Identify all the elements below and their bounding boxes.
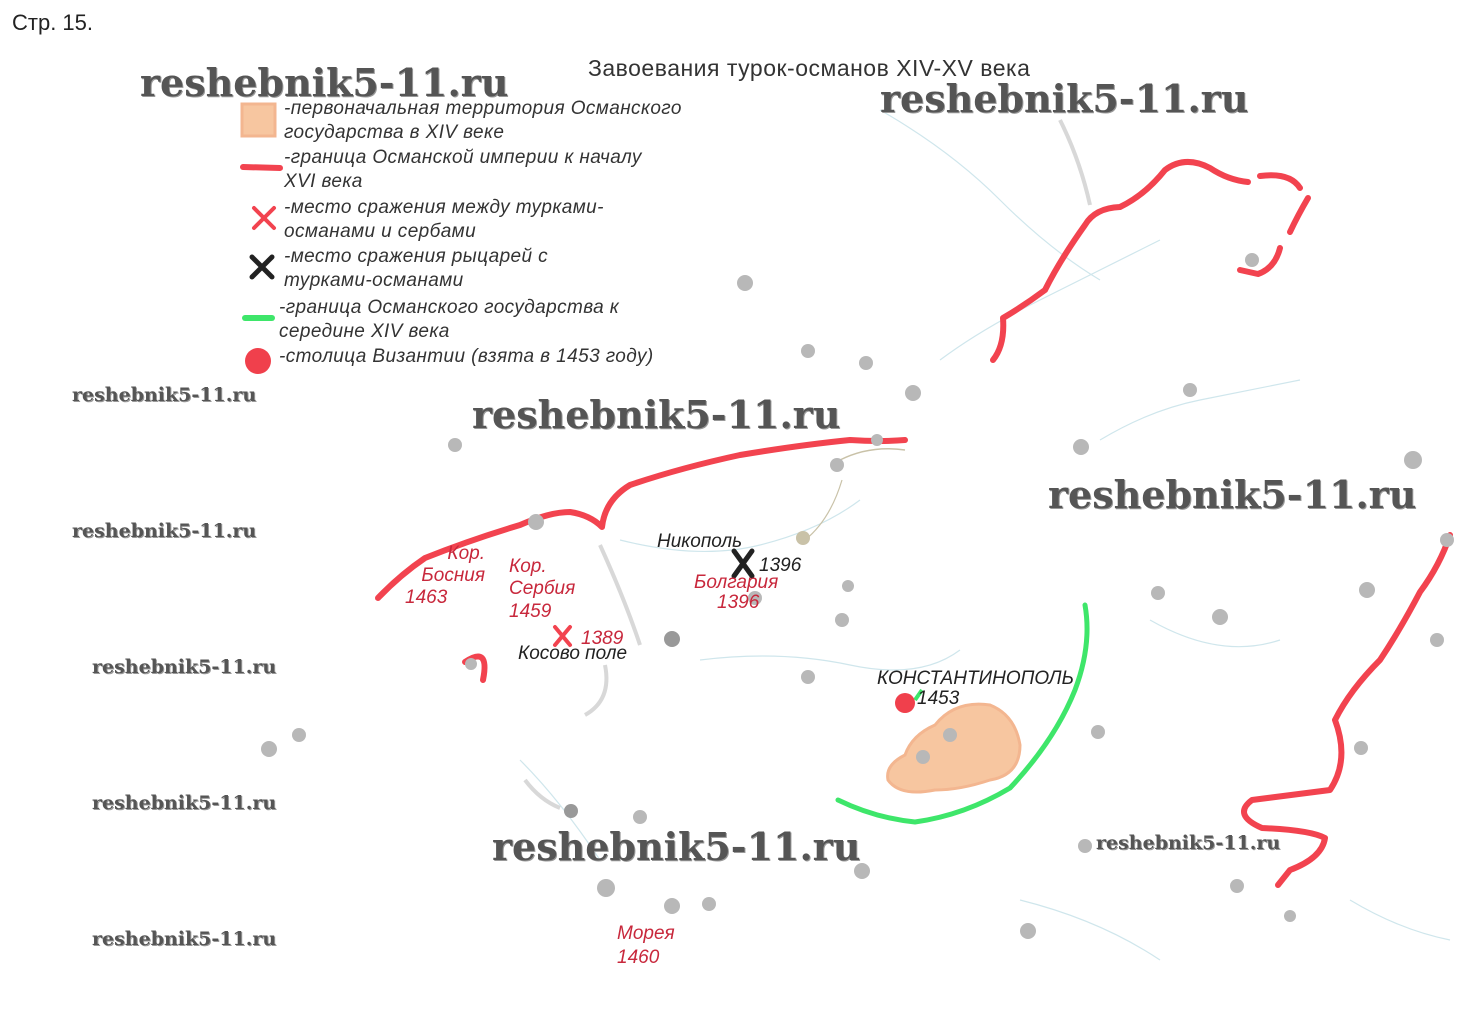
legend-item-state-border: -граница Османского государства к середи… — [279, 297, 620, 342]
gray-roads — [523, 119, 1092, 810]
legend-item-byzantine-capital: -столица Византии (взята в 1453 году) — [279, 346, 654, 367]
watermark: reshebnik5-11.ru — [92, 928, 277, 950]
byzantine-capital-marker — [895, 693, 915, 713]
watermark: reshebnik5-11.ru — [72, 384, 257, 406]
initial-territory — [886, 702, 1022, 794]
watermark: reshebnik5-11.ru — [92, 792, 277, 814]
label-morea-year: 1460 — [617, 947, 660, 968]
watermark: reshebnik5-11.ru — [140, 60, 509, 105]
label-constantinople-year: 1453 — [917, 688, 960, 709]
state-border-14c — [835, 602, 1090, 825]
label-constantinople: КОНСТАНТИНОПОЛЬ — [877, 668, 1074, 689]
label-serbia: Кор. Сербия — [509, 556, 576, 599]
city-dots — [261, 253, 1454, 939]
label-bosnia: Кор. Босния — [421, 543, 485, 586]
legend-item-knights-battle: -место сражения рыцарей с турками-османа… — [284, 246, 549, 291]
watermark: reshebnik5-11.ru — [472, 392, 841, 437]
red-dot-icon — [245, 348, 271, 374]
watermark: reshebnik5-11.ru — [72, 520, 257, 542]
map-title: Завоевания турок-османов XIV-XV века — [588, 55, 1031, 81]
red-cross-icon — [252, 206, 276, 230]
label-bulgaria-year: 1396 — [717, 592, 760, 613]
rivers — [519, 109, 1451, 961]
label-kosovo: Косово поле — [518, 643, 628, 664]
watermark: reshebnik5-11.ru — [880, 76, 1249, 121]
label-bulgaria: Болгария — [694, 572, 779, 593]
legend-item-serbian-battle: -место сражения между турками-османами и… — [284, 197, 604, 242]
watermark: reshebnik5-11.ru — [92, 656, 277, 678]
label-serbia-year: 1459 — [509, 601, 552, 622]
legend-item-initial-territory: -первоначальная территория Османского го… — [284, 98, 682, 143]
kosovo-battle-cross-icon — [553, 625, 572, 647]
watermark: reshebnik5-11.ru — [492, 824, 861, 869]
orange-square-icon — [240, 102, 277, 138]
label-morea: Морея — [617, 923, 675, 944]
watermark: reshebnik5-11.ru — [1096, 832, 1281, 854]
red-line-icon — [240, 164, 283, 171]
label-nikopol: Никополь — [657, 531, 743, 552]
legend-item-empire-border: -граница Османской империи к началу XVI … — [284, 147, 642, 192]
label-nikopol-year: 1396 — [759, 555, 802, 576]
label-kosovo-year: 1389 — [581, 628, 624, 649]
page-label: Стр. 15. — [12, 10, 94, 35]
empire-border-16c — [375, 159, 1453, 888]
label-bosnia-year: 1463 — [405, 587, 448, 608]
black-cross-icon — [249, 254, 275, 280]
watermark: reshebnik5-11.ru — [1048, 472, 1417, 517]
nikopol-battle-cross-icon — [731, 548, 755, 579]
